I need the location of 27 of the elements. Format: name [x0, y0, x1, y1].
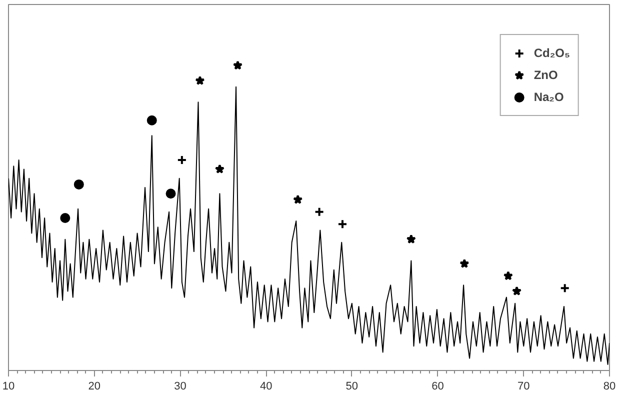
x-tick-label: 10 — [2, 380, 15, 392]
x-tick-label: 50 — [346, 380, 358, 392]
point — [460, 258, 470, 268]
point — [503, 270, 513, 280]
point — [195, 76, 205, 85]
legend-label: ZnO — [534, 68, 558, 82]
x-tick-label: 20 — [88, 380, 100, 392]
point — [337, 219, 348, 230]
point — [314, 206, 324, 217]
point — [293, 194, 303, 204]
point — [560, 283, 570, 294]
point — [146, 115, 157, 126]
x-tick-label: 70 — [518, 380, 530, 392]
point — [512, 286, 522, 296]
legend-label: Na₂O — [534, 90, 564, 104]
x-tick-label: 60 — [432, 380, 444, 392]
point — [406, 234, 416, 244]
point — [166, 188, 176, 199]
point — [176, 155, 187, 166]
point — [74, 179, 84, 190]
point — [214, 164, 225, 174]
legend-label: Cd₂O₅ — [534, 46, 570, 60]
point — [232, 60, 243, 70]
x-tick-label: 30 — [174, 380, 186, 392]
x-tick-label: 80 — [603, 380, 616, 392]
x-tick-label: 40 — [260, 380, 272, 392]
point — [60, 213, 70, 223]
